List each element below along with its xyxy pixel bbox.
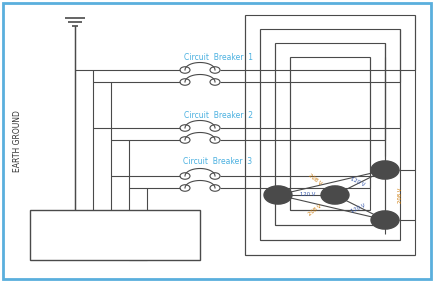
Text: N: N xyxy=(332,192,338,198)
Text: 208 V: 208 V xyxy=(307,173,322,187)
Text: L1: L1 xyxy=(380,167,390,173)
Text: CKT 2: CKT 2 xyxy=(114,217,136,226)
Circle shape xyxy=(321,186,349,204)
Text: 208 V: 208 V xyxy=(307,203,322,217)
Text: EARTH GROUND: EARTH GROUND xyxy=(13,110,23,172)
Circle shape xyxy=(264,186,292,204)
Text: L3: L3 xyxy=(380,217,390,223)
Text: CKT 1: CKT 1 xyxy=(65,217,87,226)
Text: TEMPRA 29/36 B/+: TEMPRA 29/36 B/+ xyxy=(61,241,169,251)
Text: Circuit  Breaker  2: Circuit Breaker 2 xyxy=(184,111,253,120)
Text: GD: GD xyxy=(37,219,45,224)
Circle shape xyxy=(371,211,399,229)
Circle shape xyxy=(371,161,399,179)
Text: Circuit  Breaker  1: Circuit Breaker 1 xyxy=(184,54,253,63)
Text: L2: L2 xyxy=(273,192,283,198)
Text: Circuit  Breaker  3: Circuit Breaker 3 xyxy=(184,158,253,166)
Text: 120 V: 120 V xyxy=(350,177,366,188)
Text: 208 V: 208 V xyxy=(398,187,402,203)
FancyBboxPatch shape xyxy=(30,210,200,260)
Text: CKT 3: CKT 3 xyxy=(164,217,186,226)
Text: 120 V: 120 V xyxy=(300,193,316,197)
Text: 120 V: 120 V xyxy=(350,202,366,213)
